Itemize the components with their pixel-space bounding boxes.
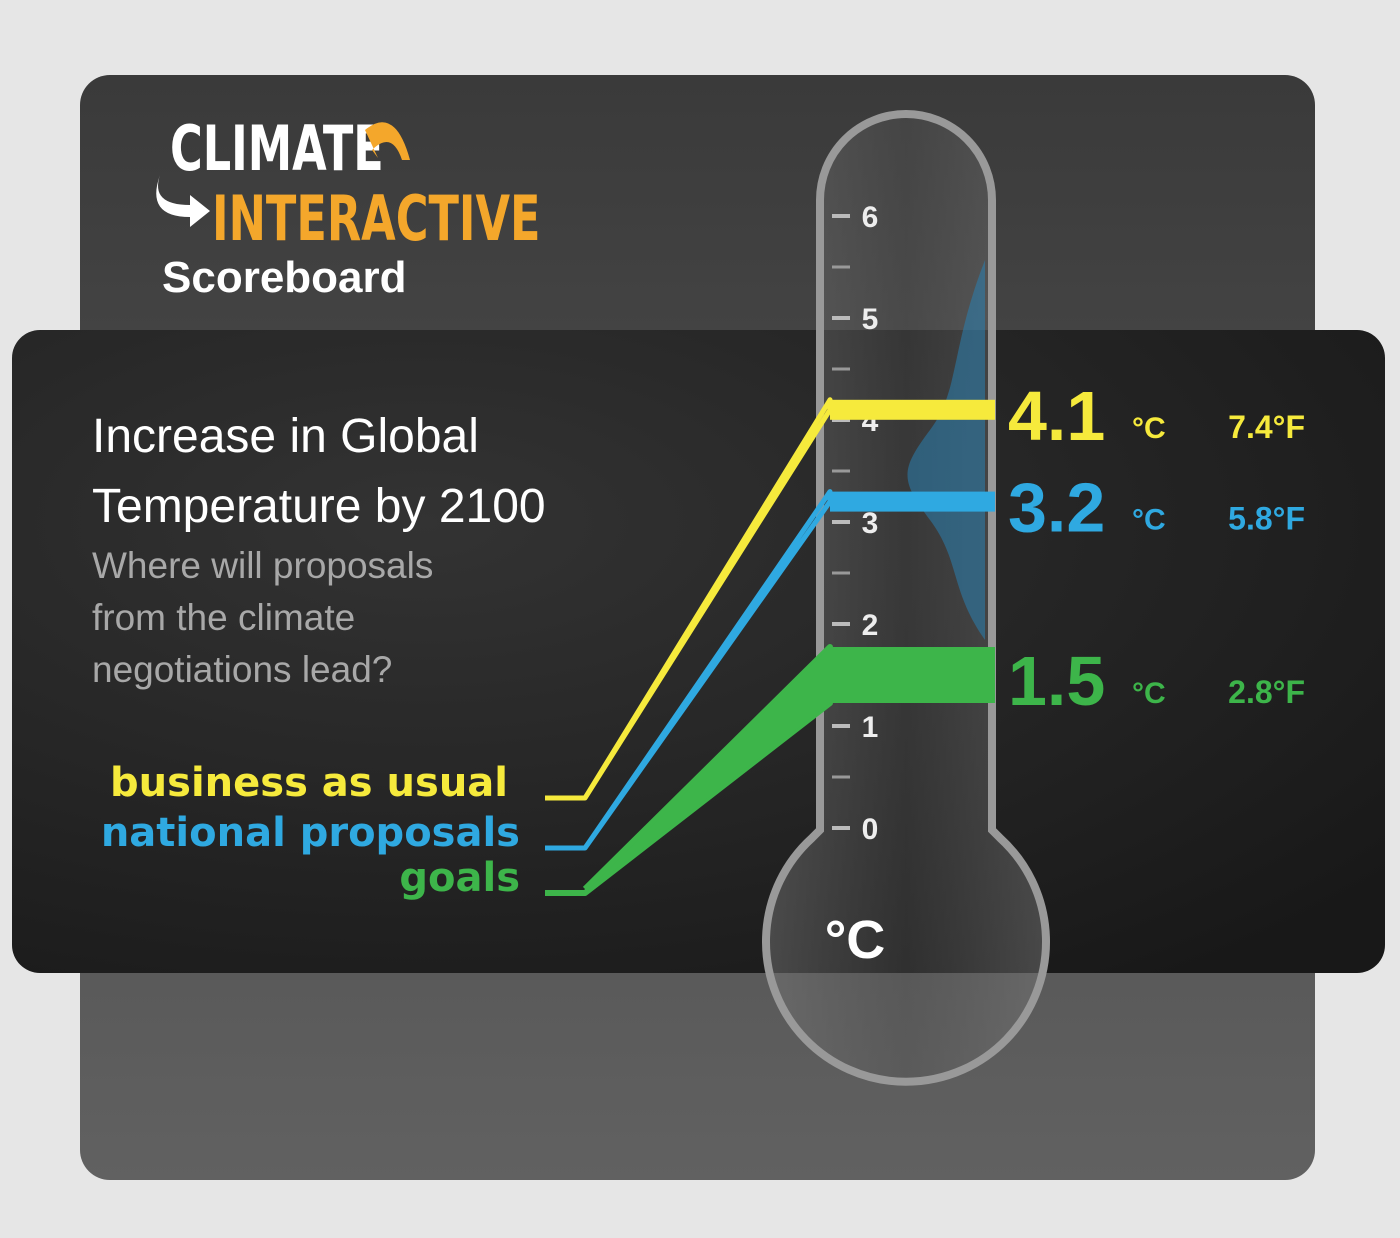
unit-label: °C bbox=[825, 910, 886, 970]
subtitle-line: from the climate bbox=[92, 597, 355, 638]
temperature-band bbox=[830, 647, 995, 703]
value-unit: °C bbox=[1132, 412, 1166, 445]
fahrenheit-label: 5.8°F bbox=[1228, 501, 1305, 537]
temperature-band bbox=[830, 399, 995, 420]
value-unit: °C bbox=[1132, 677, 1166, 710]
y-tick-label: 6 bbox=[862, 201, 879, 234]
distribution-shape bbox=[907, 260, 985, 640]
brand-line1: CLIMATE bbox=[170, 114, 384, 186]
title-line: Temperature by 2100 bbox=[92, 480, 546, 533]
fahrenheit-label: 7.4°F bbox=[1228, 409, 1305, 445]
y-tick-label: 3 bbox=[862, 507, 879, 540]
y-tick-label: 2 bbox=[862, 609, 879, 642]
value-label: 1.5 bbox=[1008, 642, 1105, 720]
arrow-icon bbox=[156, 175, 210, 227]
value-label: 4.1 bbox=[1008, 377, 1105, 455]
connector-band bbox=[585, 647, 830, 893]
chart-subtitle: Where will proposals from the climate nego… bbox=[92, 545, 433, 690]
brand-product: Scoreboard bbox=[162, 253, 407, 302]
brand-line2: INTERACTIVE bbox=[212, 184, 540, 256]
chart-title: Increase in Global Temperature by 2100 bbox=[92, 410, 546, 533]
value-label: 3.2 bbox=[1008, 469, 1105, 547]
arrow-icon bbox=[365, 122, 410, 160]
legend-label: national proposals bbox=[101, 810, 520, 856]
y-tick-label: 0 bbox=[862, 813, 879, 846]
legend-label: goals bbox=[399, 855, 520, 901]
value-unit: °C bbox=[1132, 504, 1166, 537]
y-tick-label: 1 bbox=[862, 711, 879, 744]
front-panel bbox=[12, 330, 1385, 973]
subtitle-line: negotiations lead? bbox=[92, 649, 392, 690]
temperature-band bbox=[830, 491, 995, 512]
fahrenheit-label: 2.8°F bbox=[1228, 674, 1305, 710]
legend-label: business as usual bbox=[110, 760, 508, 806]
y-tick-label: 5 bbox=[862, 303, 879, 336]
title-line: Increase in Global bbox=[92, 410, 479, 463]
subtitle-line: Where will proposals bbox=[92, 545, 433, 586]
